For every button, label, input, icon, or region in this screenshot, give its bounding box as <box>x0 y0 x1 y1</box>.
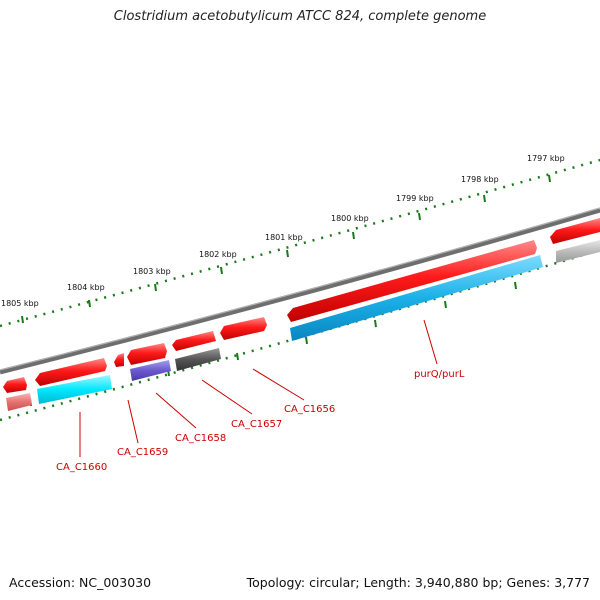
kbp-label: 1801 kbp <box>265 233 303 242</box>
gene-label-ca-c1658[interactable]: CA_C1658 <box>175 433 226 444</box>
gene-box[interactable] <box>175 348 221 371</box>
kbp-label: 1798 kbp <box>461 175 499 184</box>
gene-arrow[interactable] <box>3 377 27 393</box>
gene-arrow[interactable] <box>114 353 124 367</box>
genome-backbone <box>0 207 600 375</box>
gene-arrow[interactable] <box>550 218 600 244</box>
gene-box[interactable] <box>37 375 112 404</box>
gene-arrow[interactable] <box>172 331 216 351</box>
gene-arrow[interactable] <box>127 343 167 365</box>
topology-text: Topology: circular; Length: 3,940,880 bp… <box>246 575 590 590</box>
label-leaders <box>79 319 438 457</box>
secondary-genes <box>6 240 600 411</box>
gene-box[interactable] <box>130 360 171 381</box>
accession-text: Accession: NC_003030 <box>9 575 152 590</box>
gene-arrow[interactable] <box>220 317 267 340</box>
gene-arrow[interactable] <box>287 240 537 322</box>
genome-backbone-highlight <box>0 207 600 371</box>
forward-genes <box>3 218 600 393</box>
gene-label-ca-c1657[interactable]: CA_C1657 <box>231 419 282 430</box>
major-ticks <box>21 174 551 324</box>
kbp-label: 1804 kbp <box>67 283 105 292</box>
genome-title: Clostridium acetobutylicum ATCC 824, com… <box>113 9 487 24</box>
kbp-label: 1802 kbp <box>199 250 237 259</box>
gene-label-ca-c1660[interactable]: CA_C1660 <box>56 462 107 473</box>
gene-labels: purQ/purL CA_C1656 CA_C1657 CA_C1658 CA_… <box>56 369 465 473</box>
gene-box[interactable] <box>290 255 543 341</box>
kbp-label: 1803 kbp <box>133 267 171 276</box>
kbp-label: 1805 kbp <box>1 299 39 308</box>
kbp-label: 1799 kbp <box>396 194 434 203</box>
kbp-label: 1797 kbp <box>527 154 565 163</box>
gene-label-ca-c1659[interactable]: CA_C1659 <box>117 447 168 458</box>
gene-label-ca-c1656[interactable]: CA_C1656 <box>284 404 335 415</box>
kbp-labels: 1797 kbp 1798 kbp 1799 kbp 1800 kbp 1801… <box>1 154 565 308</box>
gene-label-purq-purl[interactable]: purQ/purL <box>414 369 465 380</box>
gene-box[interactable] <box>6 393 32 411</box>
gene-arrow[interactable] <box>35 358 107 386</box>
gene-box[interactable] <box>556 240 600 263</box>
kbp-label: 1800 kbp <box>331 214 369 223</box>
